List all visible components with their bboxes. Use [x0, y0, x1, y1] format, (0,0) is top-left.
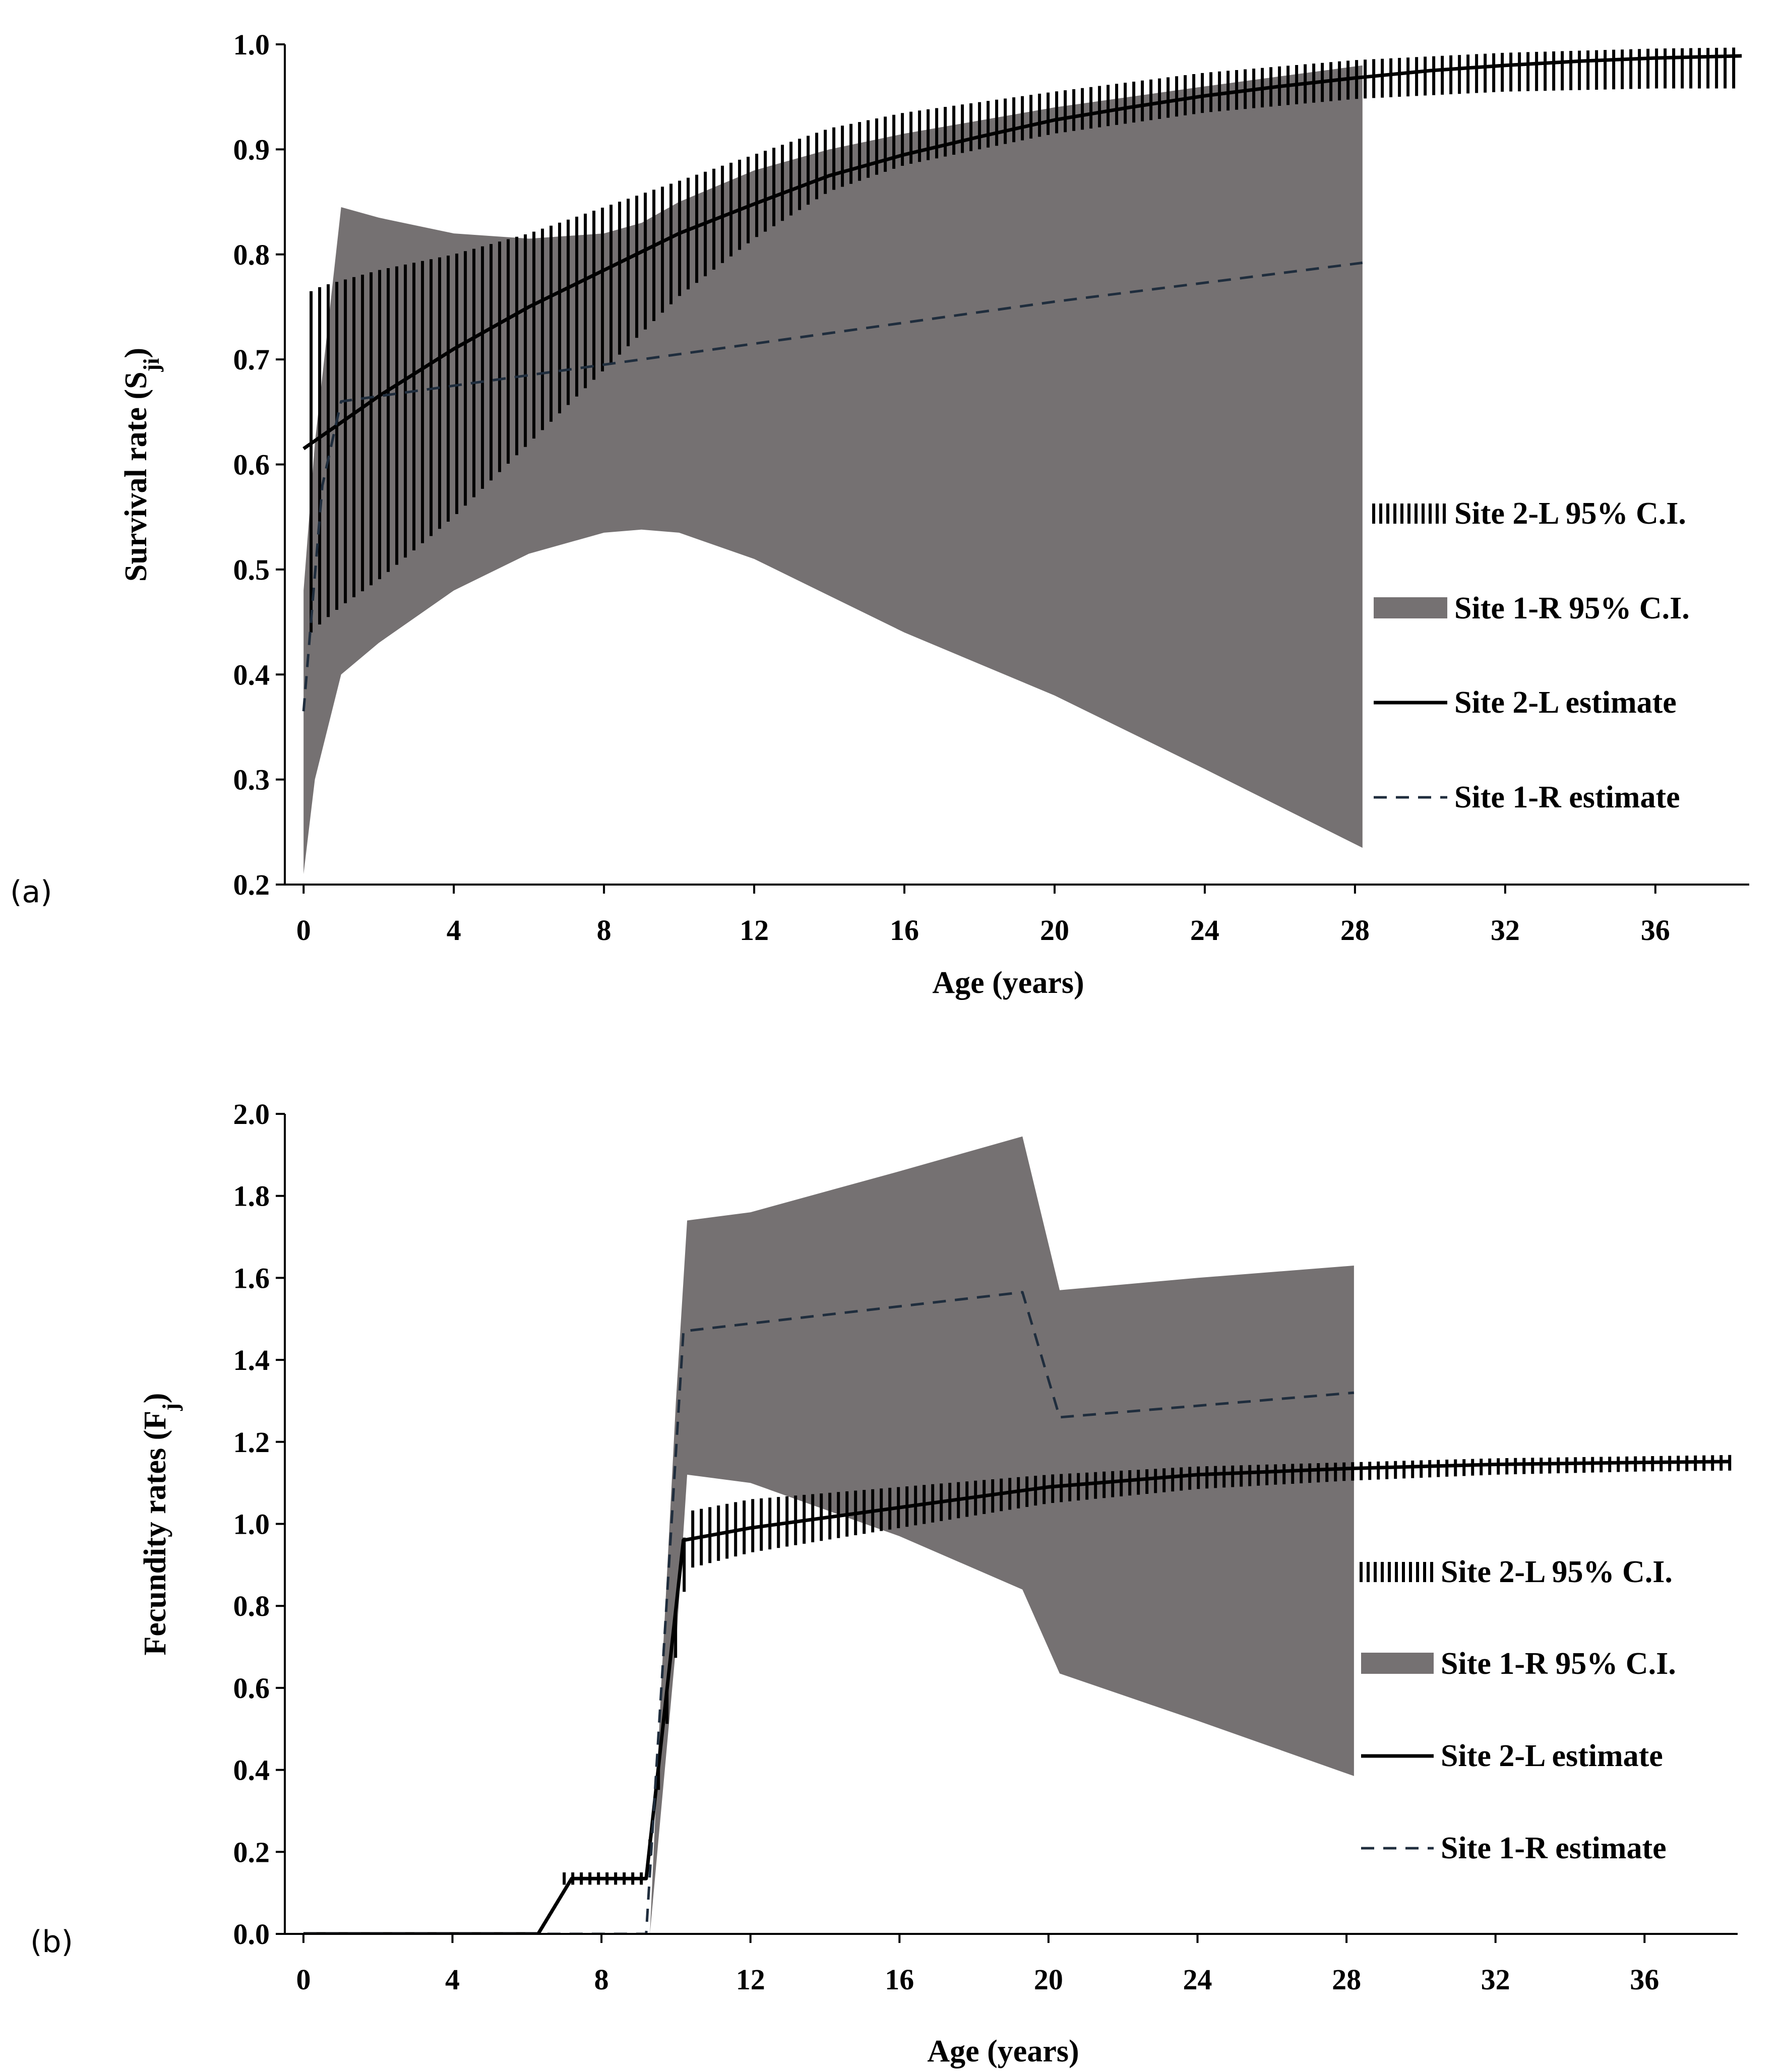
fecundity-y-axis-label-subscript: j [158, 1403, 183, 1411]
legend-item: Site 1-R estimate [1374, 780, 1680, 814]
y-tick-label: 0.2 [233, 868, 270, 901]
y-tick-label: 0.7 [233, 343, 270, 376]
survival-y-axis-label-subscript: ji [139, 358, 164, 372]
legend-swatch-hatch [1360, 1562, 1433, 1582]
legend-item: Site 1-R 95% C.I. [1374, 591, 1690, 625]
legend-label: Site 1-R 95% C.I. [1454, 591, 1690, 625]
y-tick-label: 0.4 [233, 658, 270, 691]
estimate-line-site-2l [303, 1460, 1731, 1934]
legend-label: Site 2-L estimate [1441, 1739, 1663, 1773]
x-tick-label: 12 [736, 1963, 765, 1996]
survival-legend: Site 2-L 95% C.I. Site 1-R 95% C.I. Site 2… [1372, 496, 1690, 814]
x-tick-label: 0 [296, 914, 311, 947]
x-tick-label: 8 [594, 1963, 609, 1996]
y-tick-label: 0.8 [233, 1590, 270, 1622]
legend-label: Site 2-L estimate [1454, 685, 1677, 720]
x-tick-label: 4 [447, 914, 461, 947]
fecundity-panel: 0.0 0.2 0.4 0.6 0.8 1.0 1.2 1.4 1.6 1.8 2.0 0 4 8 12 16… [30, 1098, 1738, 2068]
legend-swatch-hatch [1372, 504, 1446, 524]
ci-hatch-site-2l [310, 47, 1736, 633]
y-tick-label: 0.6 [233, 449, 270, 481]
survival-panel: 0.2 0.3 0.4 0.5 0.6 0.7 0.8 0.9 1.0 0 4 8 12 16 20 24 28… [10, 28, 1749, 1000]
y-tick-label: 0.2 [233, 1836, 270, 1868]
x-tick-label: 8 [597, 914, 611, 947]
legend-item: Site 2-L 95% C.I. [1372, 496, 1686, 531]
legend-swatch-band [1374, 597, 1447, 618]
panel-label-a: (a) [10, 874, 52, 910]
y-tick-label: 0.8 [233, 238, 270, 271]
x-tick-label: 24 [1183, 1963, 1212, 1996]
y-tick-label: 1.8 [233, 1180, 270, 1213]
x-tick-label: 32 [1481, 1963, 1510, 1996]
x-tick-label: 32 [1491, 914, 1520, 947]
y-tick-label: 0.0 [233, 1918, 270, 1951]
x-tick-label: 24 [1190, 914, 1219, 947]
y-tick-label: 0.5 [233, 553, 270, 586]
x-tick-label: 0 [296, 1963, 311, 1996]
y-tick-label: 1.0 [233, 28, 270, 61]
legend-label: Site 1-R 95% C.I. [1441, 1647, 1676, 1681]
x-tick-label: 20 [1040, 914, 1069, 947]
y-tick-label: 1.4 [233, 1344, 270, 1376]
legend-item: Site 2-L estimate [1361, 1739, 1663, 1773]
fecundity-x-axis-label: Age (years) [927, 2034, 1079, 2068]
x-tick-label: 20 [1034, 1963, 1063, 1996]
y-tick-label: 0.4 [233, 1754, 270, 1787]
x-tick-label: 36 [1641, 914, 1670, 947]
estimate-line-site-1r [302, 261, 1363, 712]
y-tick-label: 1.0 [233, 1508, 270, 1541]
x-tick-label: 36 [1630, 1963, 1659, 1996]
survival-plot-area [302, 47, 1742, 874]
y-tick-label: 0.6 [233, 1672, 270, 1705]
x-tick-label: 28 [1340, 914, 1370, 947]
legend-item: Site 1-R 95% C.I. [1361, 1647, 1676, 1681]
legend-label: Site 1-R estimate [1441, 1831, 1667, 1865]
estimate-line-site-1r [303, 1291, 1355, 1934]
y-tick-label: 1.2 [233, 1426, 270, 1459]
x-tick-label: 16 [890, 914, 919, 947]
x-tick-label: 16 [885, 1963, 914, 1996]
survival-x-axis-label: Age (years) [932, 966, 1084, 1000]
ci-band-site-1r [650, 1136, 1354, 1934]
legend-item: Site 1-R estimate [1361, 1831, 1667, 1865]
survival-y-axis-label: Survival rate (Sji) [119, 348, 164, 582]
estimate-line-site-2l [302, 54, 1742, 451]
legend-label: Site 2-L 95% C.I. [1454, 496, 1686, 531]
y-tick-label: 2.0 [233, 1098, 270, 1131]
x-tick-label: 28 [1332, 1963, 1361, 1996]
legend-item: Site 2-L 95% C.I. [1360, 1555, 1673, 1589]
fecundity-ticks: 0.0 0.2 0.4 0.6 0.8 1.0 1.2 1.4 1.6 1.8 2.0 0 4 8 12 16… [233, 1098, 1660, 1996]
x-tick-label: 12 [740, 914, 769, 947]
fecundity-plot-area [303, 1136, 1732, 1934]
legend-item: Site 2-L estimate [1374, 685, 1677, 720]
y-tick-label: 1.6 [233, 1262, 270, 1294]
fecundity-y-axis-label: Fecundity rates (Fj) [138, 1393, 183, 1656]
legend-label: Site 1-R estimate [1454, 780, 1680, 814]
x-tick-label: 4 [445, 1963, 460, 1996]
legend-swatch-band [1361, 1653, 1434, 1674]
y-tick-label: 0.3 [233, 764, 270, 796]
panel-label-b: (b) [30, 1924, 73, 1960]
survival-ticks: 0.2 0.3 0.4 0.5 0.6 0.7 0.8 0.9 1.0 0 4 8 12 16 20 24 28… [233, 28, 1670, 947]
legend-label: Site 2-L 95% C.I. [1441, 1555, 1673, 1589]
fecundity-legend: Site 2-L 95% C.I. Site 1-R 95% C.I. Site 2… [1360, 1555, 1676, 1865]
y-tick-label: 0.9 [233, 133, 270, 166]
